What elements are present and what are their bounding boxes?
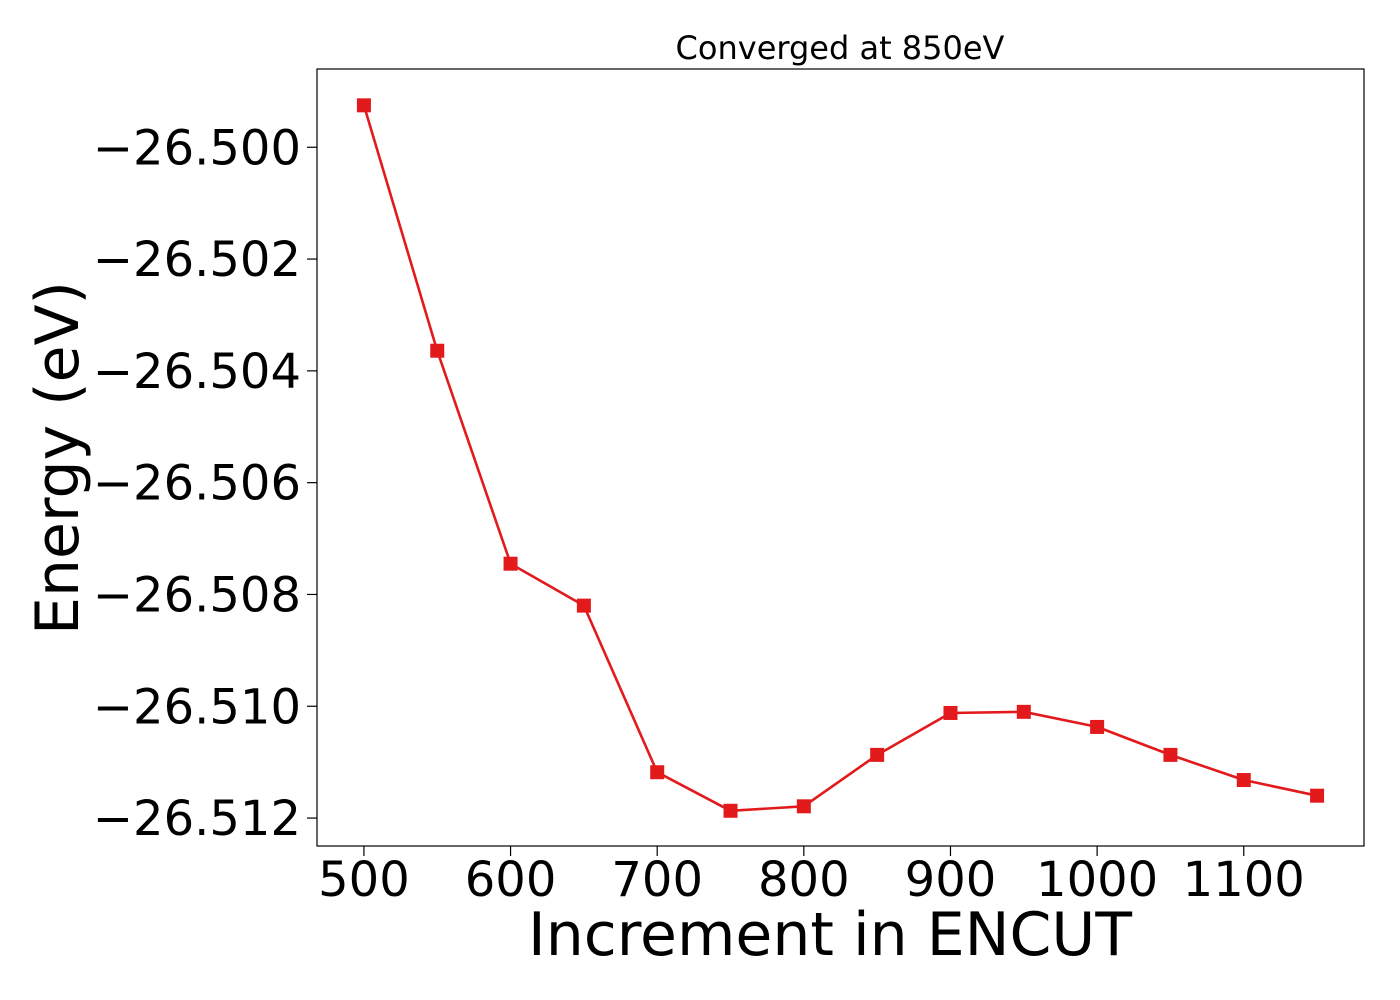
plot-area-frame xyxy=(316,68,1365,847)
data-point-marker xyxy=(796,799,811,814)
data-point-marker xyxy=(430,343,445,358)
data-point-marker xyxy=(1236,773,1251,788)
x-tick-label: 500 xyxy=(318,852,410,908)
y-axis-ticks: −26.500 −26.502 −26.504 −26.506 −26.508 −26.5… xyxy=(93,120,317,847)
chart-title: Converged at 850eV xyxy=(676,29,1005,67)
x-tick-label: 1000 xyxy=(1036,852,1158,908)
data-point-marker xyxy=(1310,788,1325,803)
data-point-marker xyxy=(1090,719,1105,734)
data-point-marker xyxy=(943,705,958,720)
series-energy xyxy=(356,98,1325,818)
y-axis-label: Energy (eV) xyxy=(23,281,93,635)
x-tick-label: 1100 xyxy=(1183,852,1305,908)
x-tick-label: 600 xyxy=(465,852,557,908)
y-tick-label: −26.510 xyxy=(93,679,301,735)
x-axis-label: Increment in ENCUT xyxy=(528,900,1132,970)
data-point-marker xyxy=(1163,747,1178,762)
y-tick-label: −26.500 xyxy=(93,120,301,176)
y-tick-label: −26.508 xyxy=(93,567,301,623)
data-point-marker xyxy=(870,747,885,762)
data-point-marker xyxy=(576,598,591,613)
y-tick-label: −26.502 xyxy=(93,232,301,288)
y-tick-label: −26.506 xyxy=(93,456,301,512)
data-point-marker xyxy=(723,803,738,818)
data-point-marker xyxy=(503,556,518,571)
x-axis-ticks: 500 600 700 800 900 1000 1100 xyxy=(318,846,1305,908)
series-line xyxy=(362,104,1318,813)
data-point-marker xyxy=(650,765,665,780)
x-tick-label: 700 xyxy=(611,852,703,908)
data-point-marker xyxy=(356,98,371,113)
x-tick-label: 800 xyxy=(758,852,850,908)
x-tick-label: 900 xyxy=(905,852,997,908)
data-point-marker xyxy=(1016,704,1031,719)
y-tick-label: −26.512 xyxy=(93,791,301,847)
y-tick-label: −26.504 xyxy=(93,344,301,400)
